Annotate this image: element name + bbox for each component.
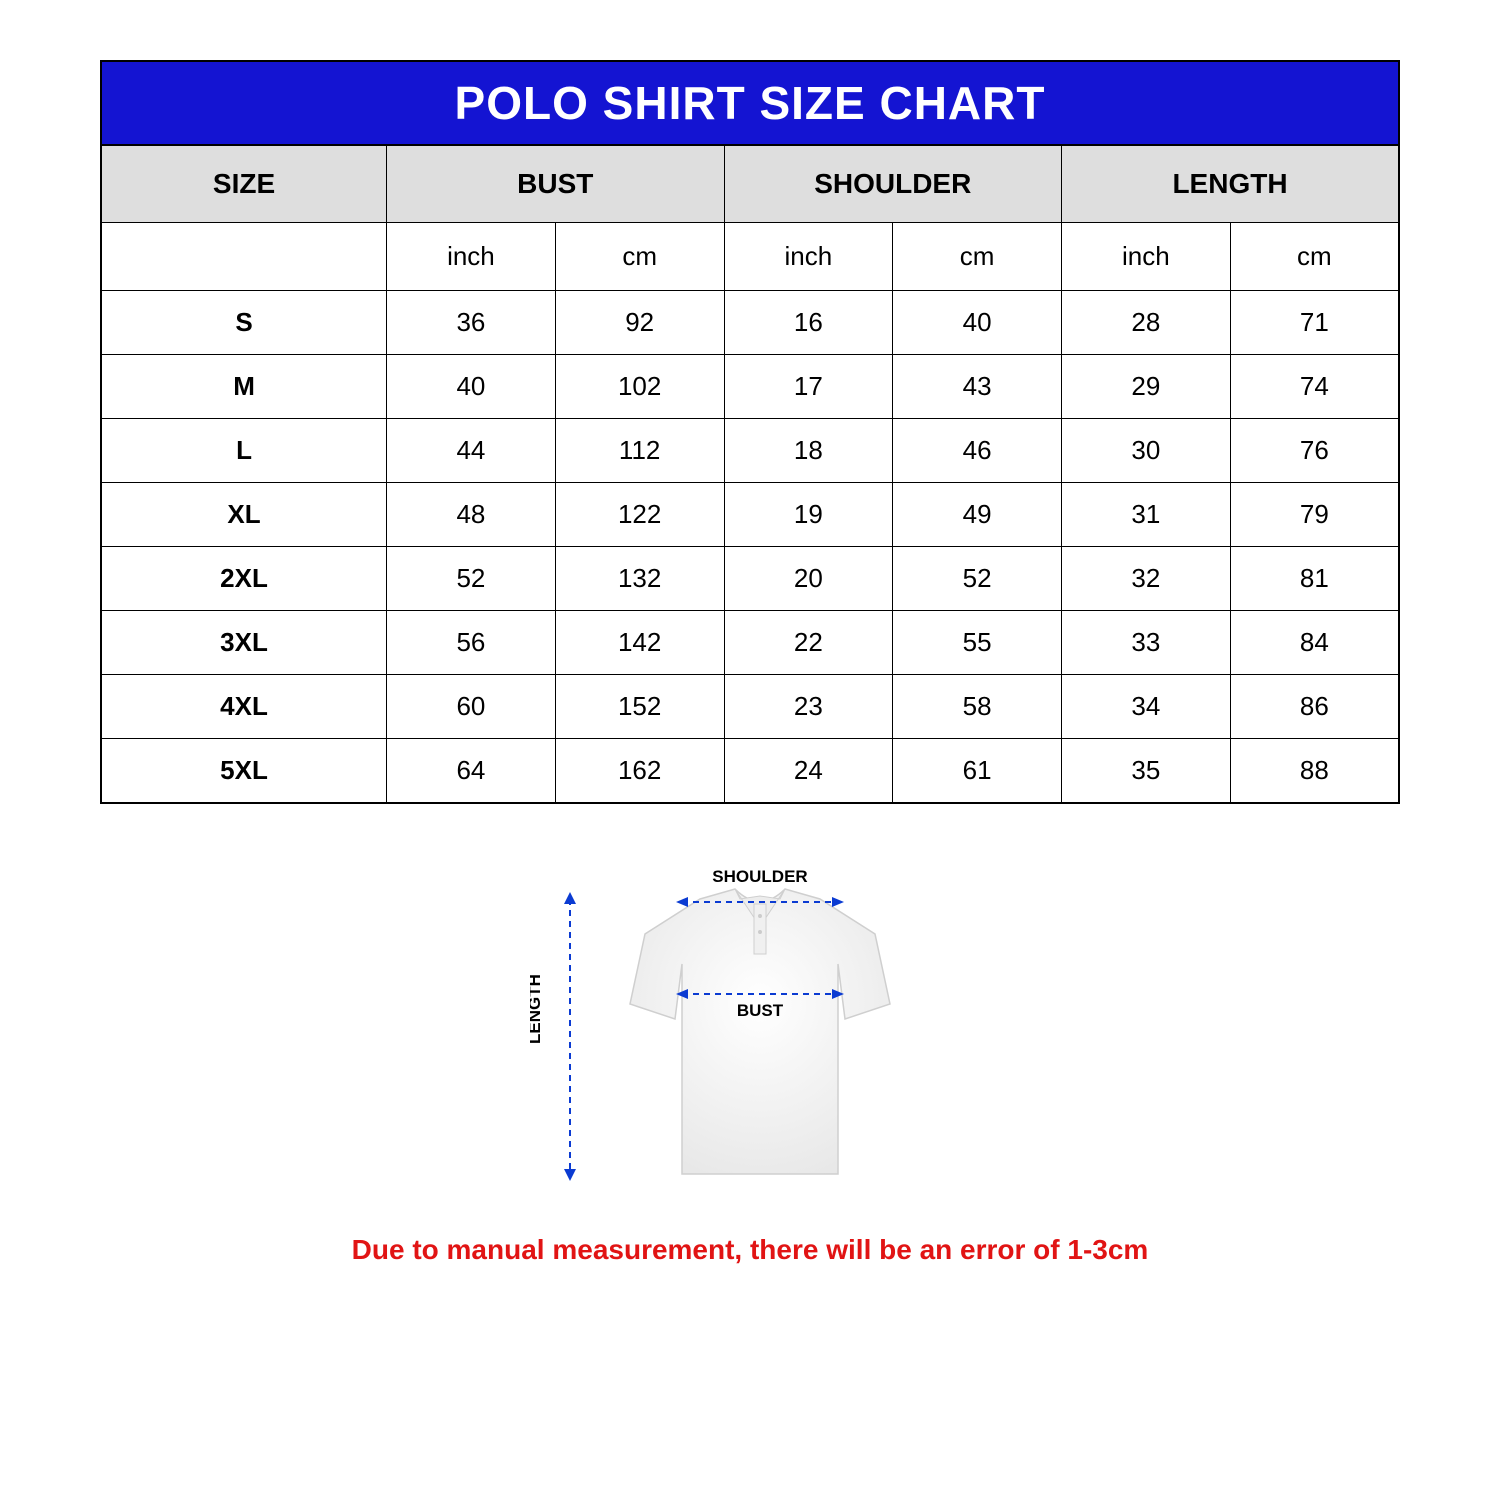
cell-size: 5XL [101, 739, 387, 804]
shirt-icon [630, 889, 890, 1174]
cell-length_cm: 86 [1230, 675, 1399, 739]
chart-title: POLO SHIRT SIZE CHART [101, 61, 1399, 145]
cell-length_cm: 74 [1230, 355, 1399, 419]
cell-shoulder_cm: 43 [893, 355, 1062, 419]
shirt-svg: LENGTH SHOULDER [530, 844, 970, 1214]
unit-bust-cm: cm [555, 223, 724, 291]
cell-bust_cm: 152 [555, 675, 724, 739]
disclaimer-text: Due to manual measurement, there will be… [352, 1234, 1149, 1266]
cell-length_in: 32 [1061, 547, 1230, 611]
cell-length_in: 29 [1061, 355, 1230, 419]
cell-length_cm: 79 [1230, 483, 1399, 547]
cell-size: XL [101, 483, 387, 547]
cell-shoulder_in: 20 [724, 547, 893, 611]
table-row: L4411218463076 [101, 419, 1399, 483]
header-shoulder: SHOULDER [724, 145, 1061, 223]
cell-length_cm: 88 [1230, 739, 1399, 804]
cell-shoulder_cm: 58 [893, 675, 1062, 739]
cell-bust_in: 40 [387, 355, 556, 419]
table-row: M4010217432974 [101, 355, 1399, 419]
cell-shoulder_in: 22 [724, 611, 893, 675]
cell-bust_cm: 162 [555, 739, 724, 804]
header-length: LENGTH [1061, 145, 1399, 223]
cell-bust_cm: 122 [555, 483, 724, 547]
table-row: 3XL5614222553384 [101, 611, 1399, 675]
cell-length_in: 34 [1061, 675, 1230, 739]
cell-length_cm: 84 [1230, 611, 1399, 675]
cell-shoulder_cm: 40 [893, 291, 1062, 355]
cell-shoulder_in: 17 [724, 355, 893, 419]
cell-bust_cm: 132 [555, 547, 724, 611]
cell-shoulder_in: 24 [724, 739, 893, 804]
cell-length_in: 28 [1061, 291, 1230, 355]
cell-bust_in: 56 [387, 611, 556, 675]
cell-shoulder_in: 18 [724, 419, 893, 483]
unit-length-inch: inch [1061, 223, 1230, 291]
unit-length-cm: cm [1230, 223, 1399, 291]
header-row: SIZE BUST SHOULDER LENGTH [101, 145, 1399, 223]
cell-shoulder_in: 16 [724, 291, 893, 355]
title-row: POLO SHIRT SIZE CHART [101, 61, 1399, 145]
cell-shoulder_cm: 49 [893, 483, 1062, 547]
cell-length_cm: 76 [1230, 419, 1399, 483]
cell-shoulder_in: 19 [724, 483, 893, 547]
shirt-diagram: LENGTH SHOULDER [530, 844, 970, 1214]
cell-bust_in: 36 [387, 291, 556, 355]
length-label: LENGTH [530, 974, 544, 1044]
cell-bust_in: 60 [387, 675, 556, 739]
cell-shoulder_cm: 46 [893, 419, 1062, 483]
cell-length_cm: 81 [1230, 547, 1399, 611]
cell-bust_cm: 102 [555, 355, 724, 419]
cell-shoulder_in: 23 [724, 675, 893, 739]
cell-bust_in: 52 [387, 547, 556, 611]
cell-shoulder_cm: 55 [893, 611, 1062, 675]
cell-bust_in: 64 [387, 739, 556, 804]
table-row: S369216402871 [101, 291, 1399, 355]
cell-size: L [101, 419, 387, 483]
cell-size: 3XL [101, 611, 387, 675]
size-chart-table: POLO SHIRT SIZE CHART SIZE BUST SHOULDER… [100, 60, 1400, 804]
cell-bust_in: 44 [387, 419, 556, 483]
cell-size: S [101, 291, 387, 355]
cell-size: 4XL [101, 675, 387, 739]
cell-size: M [101, 355, 387, 419]
cell-shoulder_cm: 61 [893, 739, 1062, 804]
unit-shoulder-inch: inch [724, 223, 893, 291]
cell-length_in: 35 [1061, 739, 1230, 804]
table-row: XL4812219493179 [101, 483, 1399, 547]
table-row: 2XL5213220523281 [101, 547, 1399, 611]
header-bust: BUST [387, 145, 724, 223]
cell-length_in: 31 [1061, 483, 1230, 547]
cell-length_in: 33 [1061, 611, 1230, 675]
header-size: SIZE [101, 145, 387, 223]
cell-bust_cm: 92 [555, 291, 724, 355]
unit-blank [101, 223, 387, 291]
unit-bust-inch: inch [387, 223, 556, 291]
table-row: 4XL6015223583486 [101, 675, 1399, 739]
unit-shoulder-cm: cm [893, 223, 1062, 291]
unit-row: inch cm inch cm inch cm [101, 223, 1399, 291]
cell-size: 2XL [101, 547, 387, 611]
cell-bust_cm: 112 [555, 419, 724, 483]
cell-bust_in: 48 [387, 483, 556, 547]
table-row: 5XL6416224613588 [101, 739, 1399, 804]
cell-length_in: 30 [1061, 419, 1230, 483]
cell-shoulder_cm: 52 [893, 547, 1062, 611]
shoulder-label: SHOULDER [712, 867, 807, 886]
bust-label: BUST [737, 1001, 784, 1020]
cell-bust_cm: 142 [555, 611, 724, 675]
cell-length_cm: 71 [1230, 291, 1399, 355]
